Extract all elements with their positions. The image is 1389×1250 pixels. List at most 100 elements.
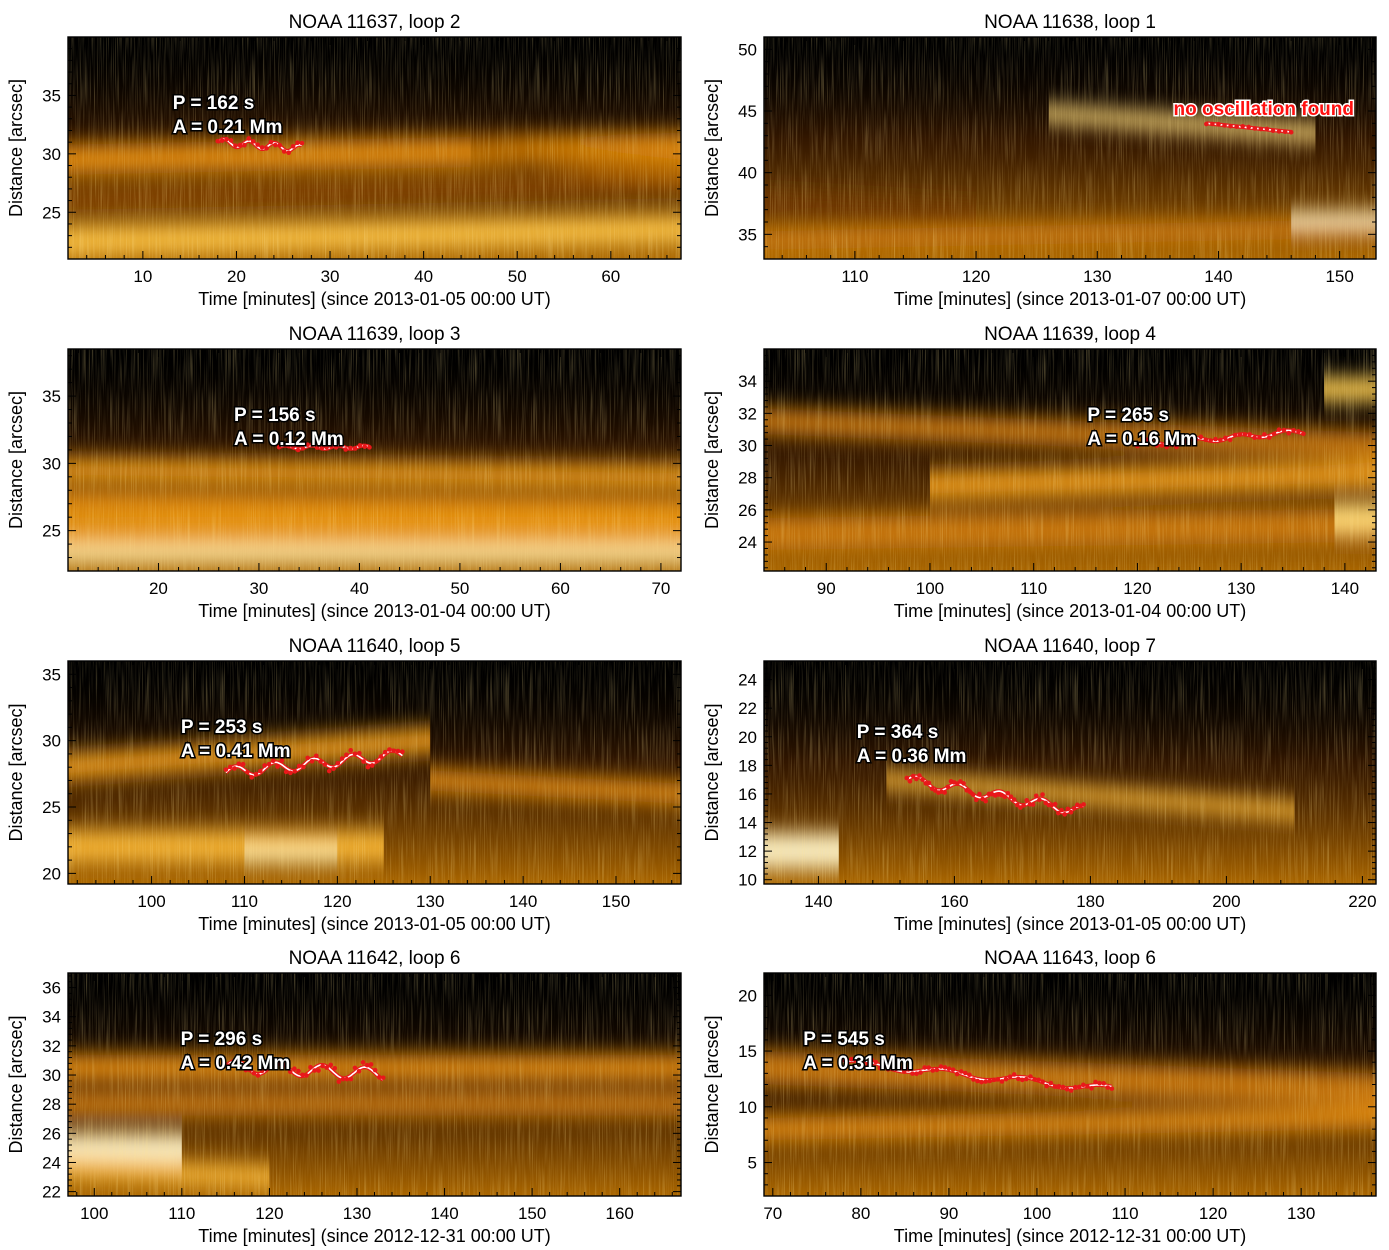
x-tick-label: 110 [841,267,868,286]
data-point [227,1063,232,1068]
data-point [1204,121,1209,127]
data-point [995,1077,1001,1082]
data-point [1011,797,1017,802]
data-point [374,758,379,764]
data-point [382,749,388,755]
time-distance-map [764,973,1376,1196]
data-point [283,1062,289,1068]
fit-annotation: P = 364 s A = 0.36 Mm [855,721,968,769]
panel-title: NOAA 11637, loop 2 [289,12,461,33]
data-point [885,1066,891,1072]
data-point [1276,129,1282,134]
x-tick-label: 120 [1199,1204,1227,1223]
data-point [1291,427,1296,433]
data-point [901,1069,907,1074]
data-point [305,442,310,448]
data-point [865,1061,870,1067]
data-point [279,1061,285,1067]
x-tick-label: 100 [1023,1204,1051,1223]
y-tick-label: 28 [42,1095,61,1114]
y-tick-label: 26 [42,1124,61,1143]
data-point [1065,806,1071,812]
data-point [219,138,225,143]
data-point [889,1064,895,1070]
data-point [319,446,325,451]
x-tick-label: 50 [450,579,469,598]
data-point [364,1062,370,1068]
data-point [1062,812,1067,817]
data-point [329,444,334,449]
x-tick-label: 150 [1325,267,1353,286]
map-texture [764,973,1376,1196]
data-point [1002,794,1007,800]
data-point [380,1075,386,1081]
y-tick-label: 36 [42,979,61,998]
y-axis-label: Distance [arcsec] [6,1015,26,1153]
data-point [942,1065,948,1070]
x-axis: 90 100 110 120 130 140 Time [minutes] (since 2… [763,349,1367,621]
x-tick-label: 110 [231,892,258,911]
data-point [849,1056,854,1062]
data-point [369,763,375,768]
y-tick-label: 26 [738,501,757,520]
fit-annotation: P = 156 s A = 0.12 Mm [233,404,346,452]
data-point [1015,802,1020,808]
data-point [926,1065,932,1070]
data-point [365,764,371,770]
data-point [961,781,966,786]
x-tick-label: 130 [416,892,444,911]
data-point [1242,432,1248,437]
x-tick-label: 20 [149,579,168,598]
data-point [1216,121,1221,127]
amplitude-label: A = 0.12 Mm [234,429,344,450]
data-point [324,1065,329,1070]
x-tick-label: 70 [651,579,670,598]
x-tick-label: 180 [1076,892,1104,911]
data-point [249,775,255,780]
measured-positions [1135,427,1306,450]
data-point [338,443,344,448]
data-point [1037,797,1042,803]
data-point [1276,427,1282,432]
data-point [893,1066,899,1072]
amplitude-label: A = 0.42 Mm [181,1053,291,1074]
y-tick-label: 20 [738,728,757,747]
data-point [245,769,250,775]
data-point [264,146,269,151]
x-tick-label: 220 [1348,892,1376,911]
x-tick-label: 90 [817,579,836,598]
panel-5: P = 253 s A = 0.41 Mm 100 110 120 130 140 150 Ti… [6,636,682,934]
x-tick-label: 120 [962,267,990,286]
y-tick-label: 10 [738,871,757,890]
data-point [877,1065,883,1071]
data-point [945,784,951,790]
data-point [286,150,291,155]
data-point [1232,432,1238,438]
x-tick-label: 120 [1123,579,1151,598]
data-point [971,1077,976,1082]
measured-positions [223,1055,386,1084]
measured-positions [904,773,1086,817]
data-point [343,447,348,452]
data-point [328,1062,334,1068]
data-point [324,444,329,450]
data-point [1056,810,1061,816]
data-point [1218,437,1223,443]
data-point [1033,793,1039,799]
y-axis: 22 24 26 28 30 32 34 36 Distance [arcsec] [6,975,681,1202]
y-tick-label: 30 [42,454,61,473]
panel-title: NOAA 11640, loop 5 [289,636,461,657]
x-tick-label: 100 [916,579,944,598]
amplitude-label: A = 0.36 Mm [857,746,967,767]
data-point [251,1070,257,1076]
measured-positions [276,441,372,453]
data-point [240,761,246,767]
data-point [326,768,332,774]
data-point [277,143,283,148]
y-tick-label: 18 [738,756,757,775]
data-point [296,1068,301,1074]
data-point [1105,1085,1111,1090]
data-point [320,1063,325,1069]
y-axis: 10 12 14 16 18 20 22 24 Distance [arcsec] [702,661,1376,890]
x-tick-label: 110 [168,1204,195,1223]
